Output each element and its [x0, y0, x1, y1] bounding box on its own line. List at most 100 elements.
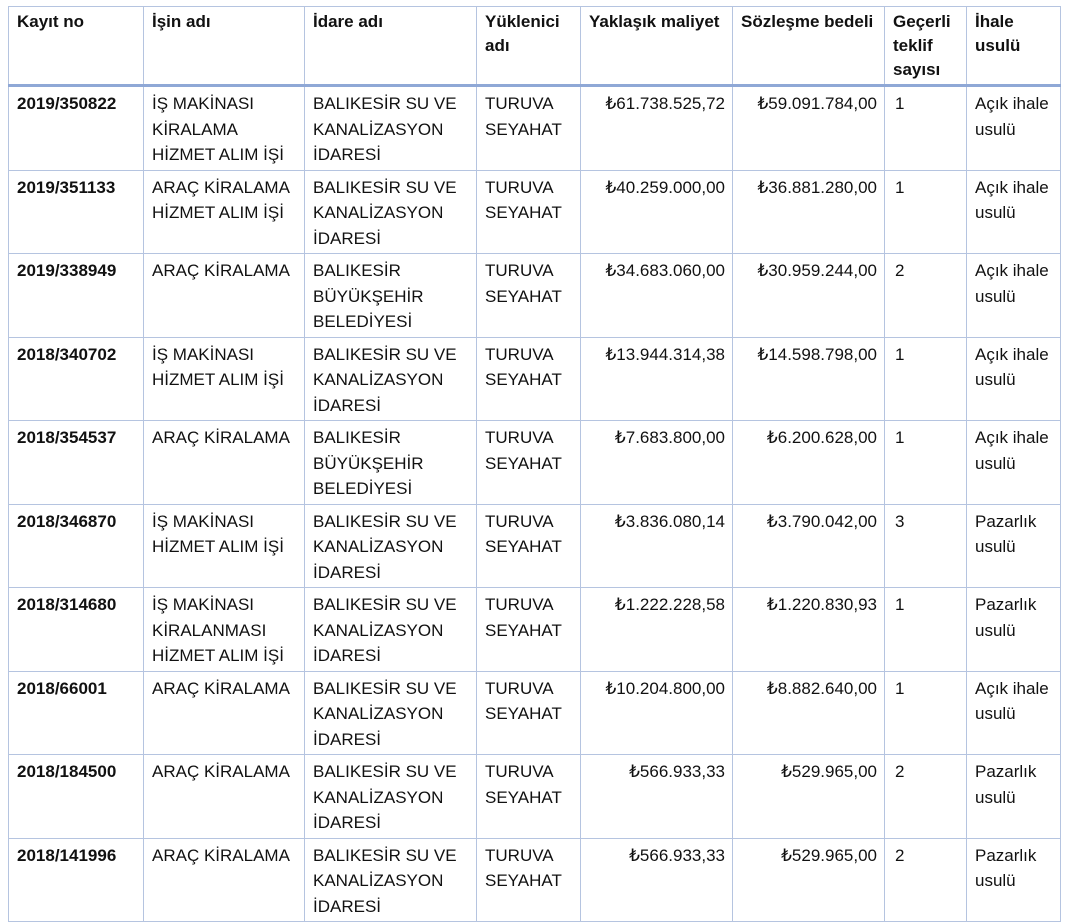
cell-sozlesme-bedeli: ₺14.598.798,00: [732, 336, 885, 421]
table-body: 2019/350822 İŞ MAKİNASI KİRALAMA HİZMET …: [8, 85, 1061, 922]
cell-idare-adi: BALIKESİR SU VE KANALİZASYON İDARESİ: [304, 85, 477, 171]
header-kayit-no: Kayıt no: [8, 6, 144, 87]
cell-yaklasik-maliyet: ₺61.738.525,72: [580, 85, 733, 171]
header-row: Kayıt no İşin adı İdare adı Yüklenici ad…: [8, 6, 1061, 87]
cell-gecerli-teklif-sayisi: 1: [884, 587, 967, 672]
cell-isin-adi: ARAÇ KİRALAMA: [143, 837, 305, 922]
cell-kayit-no: 2018/340702: [8, 336, 144, 421]
cell-yuklenici-adi: TURUVA SEYAHAT: [476, 336, 581, 421]
cell-kayit-no: 2018/354537: [8, 420, 144, 505]
cell-yaklasik-maliyet: ₺13.944.314,38: [580, 336, 733, 421]
cell-sozlesme-bedeli: ₺3.790.042,00: [732, 503, 885, 588]
cell-ihale-usulu: Pazarlık usulü: [966, 754, 1061, 839]
tender-table: Kayıt no İşin adı İdare adı Yüklenici ad…: [8, 6, 1061, 922]
table-row: 2018/314680 İŞ MAKİNASI KİRALANMASI HİZM…: [8, 587, 1061, 672]
cell-isin-adi: İŞ MAKİNASI KİRALANMASI HİZMET ALIM İŞİ: [143, 587, 305, 672]
header-sozlesme-bedeli: Sözleşme bedeli: [732, 6, 885, 87]
cell-sozlesme-bedeli: ₺529.965,00: [732, 837, 885, 922]
header-yuklenici-adi: Yüklenici adı: [476, 6, 581, 87]
cell-idare-adi: BALIKESİR SU VE KANALİZASYON İDARESİ: [304, 503, 477, 588]
cell-yuklenici-adi: TURUVA SEYAHAT: [476, 587, 581, 672]
cell-isin-adi: İŞ MAKİNASI HİZMET ALIM İŞİ: [143, 503, 305, 588]
cell-kayit-no: 2018/314680: [8, 587, 144, 672]
cell-yaklasik-maliyet: ₺40.259.000,00: [580, 169, 733, 254]
cell-idare-adi: BALIKESİR SU VE KANALİZASYON İDARESİ: [304, 169, 477, 254]
cell-yaklasik-maliyet: ₺7.683.800,00: [580, 420, 733, 505]
cell-ihale-usulu: Açık ihale usulü: [966, 85, 1061, 171]
cell-isin-adi: ARAÇ KİRALAMA: [143, 754, 305, 839]
cell-isin-adi: İŞ MAKİNASI KİRALAMA HİZMET ALIM İŞİ: [143, 85, 305, 171]
cell-ihale-usulu: Açık ihale usulü: [966, 253, 1061, 338]
cell-kayit-no: 2018/346870: [8, 503, 144, 588]
cell-sozlesme-bedeli: ₺6.200.628,00: [732, 420, 885, 505]
table-row: 2018/66001 ARAÇ KİRALAMA BALIKESİR SU VE…: [8, 670, 1061, 755]
cell-gecerli-teklif-sayisi: 1: [884, 336, 967, 421]
tender-table-container: Kayıt no İşin adı İdare adı Yüklenici ad…: [8, 6, 1061, 922]
cell-yuklenici-adi: TURUVA SEYAHAT: [476, 420, 581, 505]
cell-yuklenici-adi: TURUVA SEYAHAT: [476, 253, 581, 338]
cell-yaklasik-maliyet: ₺10.204.800,00: [580, 670, 733, 755]
cell-ihale-usulu: Açık ihale usulü: [966, 420, 1061, 505]
cell-ihale-usulu: Açık ihale usulü: [966, 336, 1061, 421]
cell-idare-adi: BALIKESİR SU VE KANALİZASYON İDARESİ: [304, 754, 477, 839]
cell-gecerli-teklif-sayisi: 2: [884, 837, 967, 922]
table-row: 2018/340702 İŞ MAKİNASI HİZMET ALIM İŞİ …: [8, 336, 1061, 421]
cell-idare-adi: BALIKESİR SU VE KANALİZASYON İDARESİ: [304, 336, 477, 421]
table-row: 2019/338949 ARAÇ KİRALAMA BALIKESİR BÜYÜ…: [8, 253, 1061, 338]
cell-yuklenici-adi: TURUVA SEYAHAT: [476, 837, 581, 922]
cell-idare-adi: BALIKESİR SU VE KANALİZASYON İDARESİ: [304, 837, 477, 922]
cell-sozlesme-bedeli: ₺1.220.830,93: [732, 587, 885, 672]
cell-sozlesme-bedeli: ₺8.882.640,00: [732, 670, 885, 755]
cell-idare-adi: BALIKESİR BÜYÜKŞEHİR BELEDİYESİ: [304, 253, 477, 338]
cell-kayit-no: 2018/66001: [8, 670, 144, 755]
table-row: 2018/346870 İŞ MAKİNASI HİZMET ALIM İŞİ …: [8, 503, 1061, 588]
cell-kayit-no: 2019/338949: [8, 253, 144, 338]
table-row: 2018/184500 ARAÇ KİRALAMA BALIKESİR SU V…: [8, 754, 1061, 839]
cell-gecerli-teklif-sayisi: 2: [884, 754, 967, 839]
table-row: 2019/350822 İŞ MAKİNASI KİRALAMA HİZMET …: [8, 85, 1061, 171]
cell-kayit-no: 2018/184500: [8, 754, 144, 839]
cell-isin-adi: ARAÇ KİRALAMA: [143, 420, 305, 505]
header-isin-adi: İşin adı: [143, 6, 305, 87]
cell-sozlesme-bedeli: ₺30.959.244,00: [732, 253, 885, 338]
cell-gecerli-teklif-sayisi: 1: [884, 169, 967, 254]
cell-kayit-no: 2018/141996: [8, 837, 144, 922]
cell-ihale-usulu: Pazarlık usulü: [966, 503, 1061, 588]
table-header: Kayıt no İşin adı İdare adı Yüklenici ad…: [8, 6, 1061, 87]
cell-kayit-no: 2019/351133: [8, 169, 144, 254]
cell-isin-adi: İŞ MAKİNASI HİZMET ALIM İŞİ: [143, 336, 305, 421]
header-yaklasik-maliyet: Yaklaşık maliyet: [580, 6, 733, 87]
cell-yaklasik-maliyet: ₺34.683.060,00: [580, 253, 733, 338]
cell-idare-adi: BALIKESİR BÜYÜKŞEHİR BELEDİYESİ: [304, 420, 477, 505]
cell-sozlesme-bedeli: ₺36.881.280,00: [732, 169, 885, 254]
cell-idare-adi: BALIKESİR SU VE KANALİZASYON İDARESİ: [304, 587, 477, 672]
cell-gecerli-teklif-sayisi: 1: [884, 670, 967, 755]
cell-yaklasik-maliyet: ₺3.836.080,14: [580, 503, 733, 588]
cell-yaklasik-maliyet: ₺566.933,33: [580, 837, 733, 922]
cell-idare-adi: BALIKESİR SU VE KANALİZASYON İDARESİ: [304, 670, 477, 755]
cell-kayit-no: 2019/350822: [8, 85, 144, 171]
cell-yuklenici-adi: TURUVA SEYAHAT: [476, 169, 581, 254]
cell-isin-adi: ARAÇ KİRALAMA: [143, 670, 305, 755]
cell-sozlesme-bedeli: ₺59.091.784,00: [732, 85, 885, 171]
cell-gecerli-teklif-sayisi: 2: [884, 253, 967, 338]
table-row: 2019/351133 ARAÇ KİRALAMA HİZMET ALIM İŞ…: [8, 169, 1061, 254]
cell-yuklenici-adi: TURUVA SEYAHAT: [476, 503, 581, 588]
cell-isin-adi: ARAÇ KİRALAMA HİZMET ALIM İŞİ: [143, 169, 305, 254]
table-row: 2018/354537 ARAÇ KİRALAMA BALIKESİR BÜYÜ…: [8, 420, 1061, 505]
cell-ihale-usulu: Açık ihale usulü: [966, 169, 1061, 254]
cell-gecerli-teklif-sayisi: 1: [884, 420, 967, 505]
cell-yuklenici-adi: TURUVA SEYAHAT: [476, 85, 581, 171]
cell-isin-adi: ARAÇ KİRALAMA: [143, 253, 305, 338]
cell-yuklenici-adi: TURUVA SEYAHAT: [476, 754, 581, 839]
table-row: 2018/141996 ARAÇ KİRALAMA BALIKESİR SU V…: [8, 837, 1061, 922]
cell-gecerli-teklif-sayisi: 1: [884, 85, 967, 171]
cell-ihale-usulu: Açık ihale usulü: [966, 670, 1061, 755]
cell-sozlesme-bedeli: ₺529.965,00: [732, 754, 885, 839]
header-idare-adi: İdare adı: [304, 6, 477, 87]
cell-yuklenici-adi: TURUVA SEYAHAT: [476, 670, 581, 755]
cell-ihale-usulu: Pazarlık usulü: [966, 587, 1061, 672]
cell-gecerli-teklif-sayisi: 3: [884, 503, 967, 588]
cell-yaklasik-maliyet: ₺1.222.228,58: [580, 587, 733, 672]
header-ihale-usulu: İhale usulü: [966, 6, 1061, 87]
